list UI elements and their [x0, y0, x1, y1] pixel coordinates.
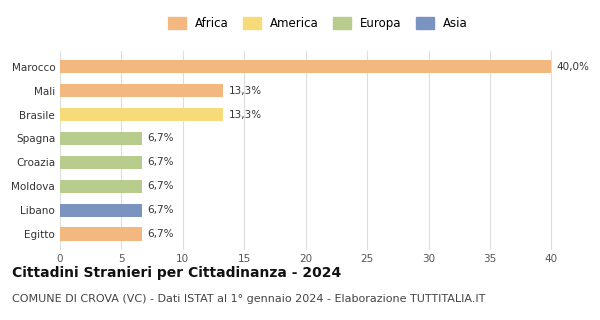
Text: Cittadini Stranieri per Cittadinanza - 2024: Cittadini Stranieri per Cittadinanza - 2…	[12, 266, 341, 280]
Text: COMUNE DI CROVA (VC) - Dati ISTAT al 1° gennaio 2024 - Elaborazione TUTTITALIA.I: COMUNE DI CROVA (VC) - Dati ISTAT al 1° …	[12, 294, 485, 304]
Text: 6,7%: 6,7%	[147, 133, 174, 143]
Bar	[60, 156, 142, 169]
Bar	[60, 204, 142, 217]
Text: 40,0%: 40,0%	[556, 62, 589, 72]
Text: 6,7%: 6,7%	[147, 181, 174, 191]
Text: 13,3%: 13,3%	[229, 86, 262, 96]
Text: 6,7%: 6,7%	[147, 205, 174, 215]
Legend: Africa, America, Europa, Asia: Africa, America, Europa, Asia	[164, 13, 472, 34]
Bar	[60, 180, 142, 193]
Text: 6,7%: 6,7%	[147, 229, 174, 239]
Text: 6,7%: 6,7%	[147, 157, 174, 167]
Bar	[60, 84, 223, 97]
Bar	[60, 132, 142, 145]
Bar	[60, 60, 551, 73]
Text: 13,3%: 13,3%	[229, 109, 262, 120]
Bar	[60, 108, 223, 121]
Bar	[60, 228, 142, 241]
